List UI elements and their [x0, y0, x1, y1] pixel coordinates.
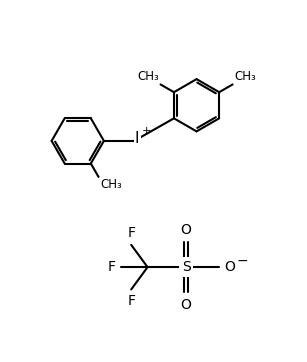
Text: O: O: [181, 223, 192, 236]
Text: CH₃: CH₃: [100, 178, 122, 191]
Text: CH₃: CH₃: [234, 70, 256, 83]
Text: I: I: [135, 131, 139, 146]
Text: O: O: [224, 260, 235, 274]
Text: S: S: [182, 260, 191, 274]
Text: +: +: [142, 126, 151, 135]
Text: −: −: [236, 254, 248, 268]
Text: F: F: [127, 294, 135, 308]
Text: O: O: [181, 298, 192, 312]
Text: CH₃: CH₃: [137, 70, 159, 83]
Text: F: F: [107, 260, 115, 274]
Text: F: F: [127, 226, 135, 240]
